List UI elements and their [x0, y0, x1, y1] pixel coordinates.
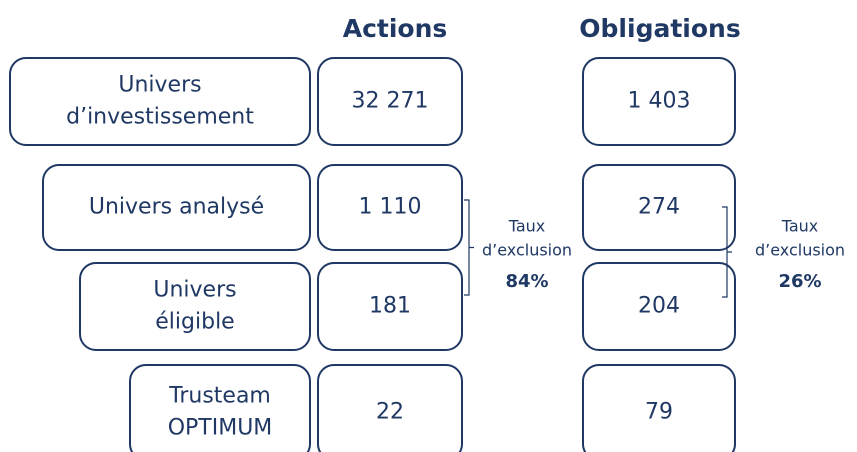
header-actions: Actions — [343, 14, 448, 43]
obligations-value: 204 — [638, 294, 680, 319]
obligations-value: 79 — [645, 400, 673, 425]
row-label-box — [42, 164, 311, 251]
row-label: Trusteam — [168, 384, 271, 409]
row-label-box — [129, 364, 311, 452]
actions-value: 32 271 — [352, 89, 429, 114]
exclusion-label: Taux — [508, 217, 546, 236]
actions-value: 181 — [369, 294, 411, 319]
obligations-box — [582, 262, 736, 351]
row-label: éligible — [155, 310, 234, 335]
row-label-box — [79, 262, 311, 351]
actions-box — [317, 262, 463, 351]
row-label: Univers analysé — [89, 195, 264, 220]
obligations-box — [582, 164, 736, 251]
actions-value: 1 110 — [359, 195, 422, 220]
exclusion-rate: 26% — [778, 271, 821, 292]
row-label: OPTIMUM — [168, 416, 273, 441]
actions-box — [317, 57, 463, 146]
obligations-value: 274 — [638, 195, 680, 220]
actions-value: 22 — [376, 400, 404, 425]
header-obligations: Obligations — [579, 14, 740, 43]
obligations-box — [582, 364, 736, 452]
row-label-box — [9, 57, 311, 146]
row-label: Univers — [153, 278, 236, 303]
actions-box — [317, 364, 463, 452]
bracket — [722, 206, 732, 298]
obligations-value: 1 403 — [628, 89, 691, 114]
row-label: Univers — [118, 73, 201, 98]
obligations-box — [582, 57, 736, 146]
exclusion-label: Taux — [781, 217, 819, 236]
exclusion-label: d’exclusion — [755, 241, 845, 260]
exclusion-label: d’exclusion — [482, 241, 572, 260]
bracket — [464, 199, 474, 296]
row-label: d’investissement — [66, 105, 254, 130]
actions-box — [317, 164, 463, 251]
exclusion-rate: 84% — [505, 271, 548, 292]
